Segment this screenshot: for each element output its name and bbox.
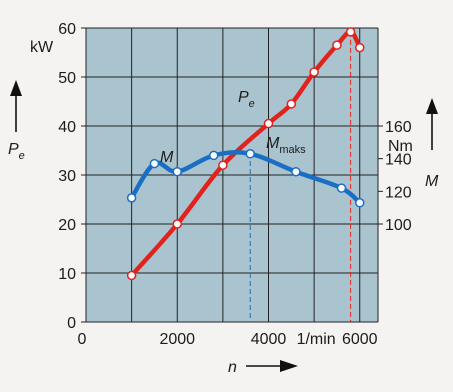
x-tick-label: 2000 xyxy=(159,331,195,348)
y-left-axis-label: Pe xyxy=(8,141,25,162)
torque-data-point xyxy=(355,198,365,208)
power-data-point xyxy=(218,160,228,170)
y-left-tick-label: 0 xyxy=(67,315,76,332)
power-data-point xyxy=(355,42,365,53)
power-series-label-sub: e xyxy=(249,98,255,110)
power-data-point xyxy=(332,40,342,50)
max-torque-label-sub: maks xyxy=(279,144,306,156)
torque-data-point xyxy=(126,193,137,203)
power-data-point xyxy=(126,270,137,281)
y-left-axis-label-sub: e xyxy=(19,150,25,162)
x-tick-label: 6000 xyxy=(342,331,378,348)
x-arrow-head xyxy=(280,360,298,372)
x-tick-label: 4000 xyxy=(251,331,287,348)
y-right-arrow-head xyxy=(426,98,438,114)
y-right-tick-label: 100 xyxy=(385,217,412,234)
torque-data-point xyxy=(149,158,160,169)
y-left-tick-label: 50 xyxy=(58,70,76,87)
y-left-unit: kW xyxy=(30,39,54,56)
power-data-point xyxy=(286,99,297,109)
power-data-point xyxy=(172,219,182,229)
x-tick-label: 0 xyxy=(78,331,87,348)
y-left-tick-label: 30 xyxy=(58,168,76,185)
y-left-tick-label: 10 xyxy=(58,266,76,283)
torque-data-point xyxy=(172,166,182,177)
y-right-tick-label: 140 xyxy=(385,152,412,169)
y-right-tick-label: 120 xyxy=(385,184,412,201)
y-left-tick-label: 20 xyxy=(58,217,76,234)
y-left-arrow-head xyxy=(10,80,22,96)
power-data-point xyxy=(263,118,274,129)
torque-data-point xyxy=(209,150,219,161)
power-data-point xyxy=(345,27,356,37)
torque-series-label: M xyxy=(160,149,174,166)
torque-data-point xyxy=(245,149,255,159)
y-right-unit: Nm xyxy=(388,138,413,155)
y-right-tick-label: 160 xyxy=(385,119,412,136)
power-data-point xyxy=(309,67,319,77)
x-unit-label: 1/min xyxy=(297,331,336,348)
y-left-tick-label: 60 xyxy=(58,21,76,38)
torque-data-point xyxy=(291,166,301,177)
y-left-tick-label: 40 xyxy=(58,119,76,136)
torque-data-point xyxy=(336,183,347,193)
x-axis-label: n xyxy=(228,359,237,376)
y-right-axis-label: M xyxy=(425,173,439,190)
